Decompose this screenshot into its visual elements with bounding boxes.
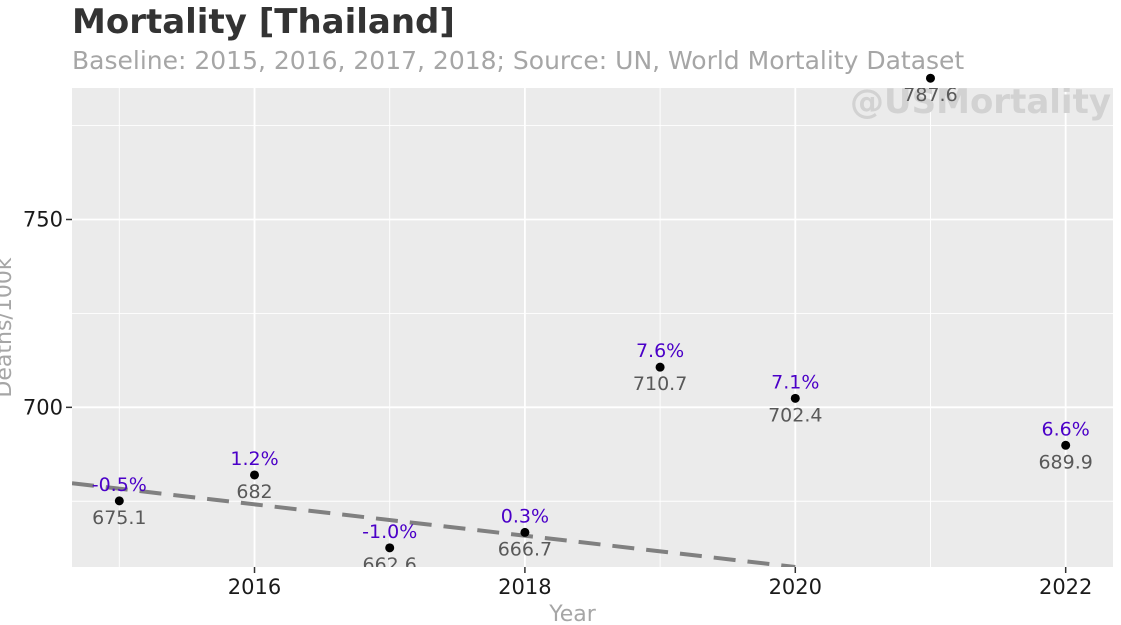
chart-title: Mortality [Thailand]: [72, 2, 455, 42]
excess-pct-label: 0.3%: [501, 505, 549, 527]
x-tick-label: 2020: [769, 575, 822, 599]
excess-pct-label: 20.9%: [900, 51, 960, 73]
data-point: [520, 527, 530, 537]
value-label: 787.6: [903, 84, 957, 106]
x-tick-label: 2022: [1039, 575, 1092, 599]
excess-pct-label: -0.5%: [92, 474, 147, 496]
value-label: 682: [236, 481, 272, 503]
excess-pct-label: 7.1%: [771, 371, 819, 393]
value-label: 675.1: [92, 507, 146, 529]
chart-subtitle: Baseline: 2015, 2016, 2017, 2018; Source…: [72, 46, 965, 75]
plot-panel: [72, 88, 1113, 567]
baseline-trend-line: [72, 481, 796, 567]
watermark-text: @USMortality: [850, 82, 1111, 122]
value-label: 662.6: [363, 554, 417, 576]
value-label: 710.7: [633, 373, 687, 395]
data-point: [250, 470, 260, 480]
y-tick-label: 750: [23, 207, 63, 231]
data-point: [790, 393, 800, 403]
y-tick-label: 700: [23, 395, 63, 419]
data-point: [925, 73, 935, 83]
value-label: 702.4: [768, 404, 822, 426]
data-point: [385, 543, 395, 553]
data-point: [655, 362, 665, 372]
y-axis-title: Deaths/100k: [0, 257, 17, 397]
data-point: [114, 496, 124, 506]
data-point: [1061, 440, 1071, 450]
excess-pct-label: 6.6%: [1042, 418, 1090, 440]
x-tick-label: 2016: [228, 575, 281, 599]
excess-pct-label: 1.2%: [230, 448, 278, 470]
excess-pct-label: -1.0%: [362, 521, 417, 543]
value-label: 666.7: [498, 538, 552, 560]
x-tick-label: 2018: [498, 575, 551, 599]
value-label: 689.9: [1038, 451, 1092, 473]
x-axis-title: Year: [548, 602, 597, 625]
excess-pct-label: 7.6%: [636, 340, 684, 362]
